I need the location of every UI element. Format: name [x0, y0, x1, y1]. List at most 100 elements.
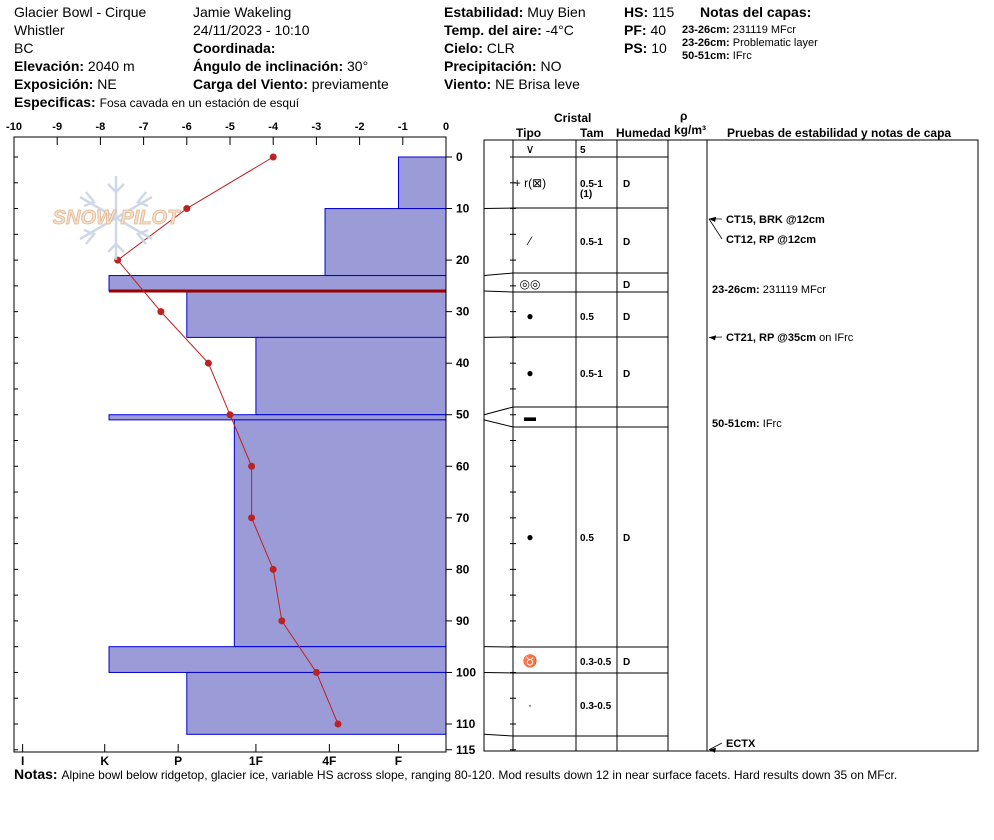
- hardness-layer: [108, 646, 447, 673]
- hardness-layer: [233, 419, 447, 648]
- ps-value: 10: [651, 40, 667, 56]
- hardness-layer: [397, 156, 447, 210]
- snowflake-icon: [79, 176, 153, 260]
- region-name: BC: [14, 40, 34, 56]
- layer-annotation-text: IFrc: [760, 418, 782, 430]
- crystal-moisture: D: [623, 533, 630, 544]
- moisture-header: Humedad: [616, 126, 671, 140]
- layer-connector: [483, 671, 514, 674]
- type-header: Tipo: [516, 126, 542, 140]
- test-leader-line: [708, 742, 723, 751]
- stability-test-note: on IFrc: [816, 332, 854, 344]
- crystal-moisture: D: [623, 280, 630, 291]
- table-frame: [483, 139, 979, 752]
- stability-test-label: CT21, RP @35cm on IFrc: [726, 332, 854, 344]
- ps-row: PS: 10: [624, 40, 667, 56]
- stability-label: Estabilidad:: [444, 4, 524, 20]
- crystal-type-icon: ⁄: [526, 234, 533, 248]
- hs-label: HS:: [624, 4, 649, 20]
- crystal-type-icon: ·: [528, 698, 532, 712]
- layer-connector: [483, 290, 514, 293]
- stability-annotations: CT15, BRK @12cm CT12, RP @12cm CT21, RP @3…: [708, 214, 854, 753]
- crystal-type-icon: ●: [526, 366, 533, 380]
- temperature-point: [269, 153, 277, 161]
- problem-layer-line: [109, 289, 446, 293]
- crystal-type-icon: + r(⊠): [514, 176, 546, 190]
- temperature-point: [248, 462, 256, 470]
- snowpilot-watermark: SNOW PILOT: [52, 176, 182, 260]
- layer-annotation-label: 50-51cm: IFrc: [712, 418, 782, 430]
- layer-connector: [483, 272, 514, 277]
- wind-label: Viento:: [444, 76, 492, 92]
- crystal-size: 0.5-1: [580, 179, 603, 190]
- specifics-row: Especificas: Fosa cavada en un estación …: [14, 94, 299, 111]
- hs-row: HS: 115: [624, 4, 674, 20]
- temp-tick-label: -1: [398, 121, 408, 133]
- pf-row: PF: 40: [624, 22, 666, 38]
- temperature-line: [116, 156, 339, 725]
- temp-tick-label: -7: [139, 121, 149, 133]
- specifics-value: Fosa cavada en un estación de esquí: [99, 96, 300, 110]
- layer-note-2: 23-26cm: Problematic layer: [682, 37, 818, 50]
- notes-row: Notas: Alpine bowl below ridgetop, glaci…: [14, 766, 897, 783]
- layer-connector: [483, 419, 514, 428]
- stability-test-label: ECTX: [726, 738, 756, 750]
- depth-tick-label: 110: [456, 717, 476, 731]
- crystal-size: 0.5: [580, 312, 594, 323]
- airtemp-label: Temp. del aire:: [444, 22, 542, 38]
- hardness-tick-label: 4F: [322, 754, 336, 768]
- depth-tick-label: 60: [456, 459, 470, 473]
- crystal-moisture: D: [623, 179, 630, 190]
- depth-tick-label: 40: [456, 356, 470, 370]
- density-unit: kg/m³: [674, 123, 707, 137]
- elevation-row: Elevación: 2040 m: [14, 58, 135, 74]
- test-arrow: [709, 335, 716, 341]
- crystal-moisture: D: [623, 312, 630, 323]
- chart-axes: -10 -9 -8 -7 -6 -5 -4 -3 -2 -1 0I K P 1F 4F F0102030405…: [6, 121, 476, 768]
- notes-label: Notas:: [14, 766, 58, 782]
- temperature-point: [226, 411, 234, 419]
- location-name: Glacier Bowl - Cirque: [14, 4, 147, 20]
- coordinates-label: Coordinada:: [193, 40, 276, 56]
- temp-tick-label: 0: [443, 121, 449, 133]
- hardness-layer: [324, 208, 447, 277]
- hardness-layer: [108, 275, 447, 292]
- layer-note-depth: 23-26cm:: [682, 37, 730, 49]
- windload-label: Carga del Viento:: [193, 76, 308, 92]
- temperature-point: [204, 359, 212, 367]
- test-arrow: [709, 747, 716, 753]
- crystal-type-icon: ♉: [523, 654, 538, 668]
- layer-note-3: 50-51cm: IFrc: [682, 50, 752, 63]
- depth-tick-label: 100: [456, 665, 476, 679]
- depth-tick-label: 80: [456, 562, 470, 576]
- pf-label: PF:: [624, 22, 647, 38]
- temperature-point: [269, 565, 277, 573]
- layer-connector: [483, 406, 514, 416]
- sky-row: Cielo: CLR: [444, 40, 515, 56]
- crystal-size: 0.3-0.5: [580, 657, 612, 668]
- depth-tick-label: 50: [456, 408, 470, 422]
- crystal-type-icon: ●: [526, 530, 533, 544]
- depth-tick-label: 115: [456, 743, 476, 757]
- hardness-tick-label: F: [395, 754, 402, 768]
- temp-tick-label: -2: [355, 121, 365, 133]
- tests-header: Pruebas de estabilidad y notas de capa: [727, 126, 952, 140]
- layer-connector: [483, 733, 514, 737]
- observation-datetime: 24/11/2023 - 10:10: [193, 22, 310, 38]
- temperature-point: [334, 720, 342, 728]
- depth-tick-label: 70: [456, 511, 470, 525]
- depth-tick-label: 90: [456, 614, 470, 628]
- depth-tick-label: 30: [456, 305, 470, 319]
- area-name: Whistler: [14, 22, 65, 38]
- stability-value: Muy Bien: [527, 4, 586, 20]
- sky-value: CLR: [486, 40, 515, 56]
- crystal-size: 0.5: [580, 533, 594, 544]
- elevation-value: 2040 m: [87, 58, 135, 74]
- temp-tick-label: -3: [312, 121, 322, 133]
- specifics-label: Especificas:: [14, 94, 96, 110]
- sky-label: Cielo:: [444, 40, 483, 56]
- temp-tick-label: -5: [225, 121, 235, 133]
- slope-row: Ángulo de inclinación: 30°: [193, 58, 368, 74]
- depth-tick-label: 10: [456, 202, 470, 216]
- temp-tick-label: -4: [268, 121, 279, 133]
